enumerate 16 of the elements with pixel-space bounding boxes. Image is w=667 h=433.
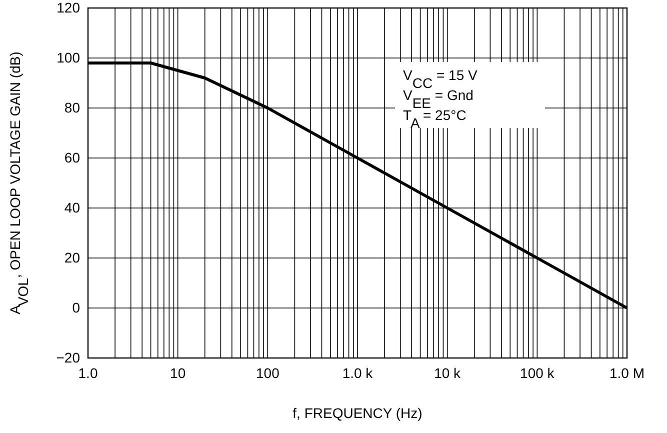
y-tick-label: 100 bbox=[56, 49, 80, 66]
x-tick-label: 100 bbox=[256, 364, 280, 381]
y-tick-label: 40 bbox=[64, 199, 80, 216]
x-tick-label: 10 bbox=[170, 364, 186, 381]
x-tick-label: 1.0 k bbox=[342, 364, 374, 381]
y-tick-label: 80 bbox=[64, 99, 80, 116]
x-tick-label: 100 k bbox=[520, 364, 556, 381]
y-tick-label: 60 bbox=[64, 149, 80, 166]
y-tick-label: −20 bbox=[56, 349, 80, 366]
y-tick-label: 120 bbox=[56, 0, 80, 16]
y-tick-label: 0 bbox=[72, 299, 80, 316]
y-tick-label: 20 bbox=[64, 249, 80, 266]
x-tick-label: 1.0 M bbox=[609, 364, 645, 381]
x-tick-label: 1.0 bbox=[78, 364, 98, 381]
x-axis-title: f, FREQUENCY (Hz) bbox=[292, 405, 422, 421]
x-tick-label: 10 k bbox=[434, 364, 462, 381]
